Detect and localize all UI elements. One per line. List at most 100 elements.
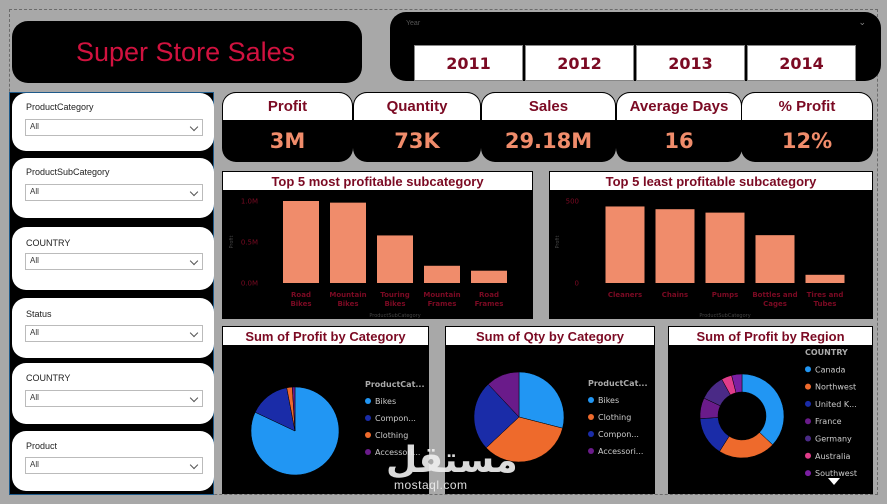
status-dropdown[interactable]: All <box>25 325 203 342</box>
year-button-2014[interactable]: 2014 <box>747 45 856 81</box>
legend-label: United K... <box>815 400 857 409</box>
pie-slice <box>487 371 520 418</box>
country-2-dropdown[interactable]: All <box>25 390 203 407</box>
x-tick-label: Mountain Frames <box>423 291 460 308</box>
legend-label: Clothing <box>598 413 631 422</box>
y-axis-title: Profit <box>555 235 561 248</box>
x-tick-label: Road Frames <box>475 291 504 308</box>
product-dropdown[interactable]: All <box>25 457 203 474</box>
chart-most-profitable: Top 5 most profitable subcategory 0.0M 0.… <box>222 171 533 319</box>
slicer-product-category: ProductCategory All <box>12 93 214 151</box>
legend-label: Northwest <box>815 383 856 392</box>
chart-title: Top 5 least profitable subcategory <box>549 171 873 191</box>
kpi-value: 3M <box>269 129 306 153</box>
legend-scroll-down-icon[interactable] <box>828 478 840 485</box>
page-title: Super Store Sales <box>76 36 296 67</box>
slicer-value: All <box>30 328 39 337</box>
slicer-label: ProductSubCategory <box>26 167 110 177</box>
legend-label: Bikes <box>598 396 619 405</box>
year-slicer-caption: Year <box>406 20 421 27</box>
y-tick-label: 1.0M <box>241 198 258 206</box>
y-tick-label: 0.0M <box>241 280 258 288</box>
x-tick-label: Touring Bikes <box>380 291 409 308</box>
legend-marker <box>805 418 811 425</box>
x-tick-label: Bottles and Cages <box>752 291 797 308</box>
slicer-value: All <box>30 122 39 131</box>
kpi-card-percent-profit: % Profit 12% <box>741 92 873 162</box>
bar <box>330 202 366 283</box>
kpi-card-profit: Profit 3M <box>222 92 353 162</box>
x-axis-title: ProductSubCategory <box>369 313 420 319</box>
chart-title: Top 5 most profitable subcategory <box>222 171 533 191</box>
slicer-value: All <box>30 256 39 265</box>
chart-title: Sum of Profit by Category <box>222 326 429 346</box>
bar-chart-least-profitable: 0 500 Profit Cleaners Chains Pumps Bottles and… <box>555 198 845 319</box>
legend-marker <box>365 432 371 438</box>
chevron-down-icon <box>189 393 199 403</box>
legend-marker <box>805 435 811 442</box>
kpi-label: Sales <box>481 92 616 121</box>
x-tick-label: Mountain Bikes <box>329 291 366 308</box>
kpi-card-average-days: Average Days 16 <box>616 92 742 162</box>
legend-label: France <box>815 417 842 426</box>
year-button-2012[interactable]: 2012 <box>525 45 634 81</box>
slicer-status: Status All <box>12 298 214 358</box>
chart-qty-by-category: Sum of Qty by Category ProductCat... Bike… <box>445 326 655 494</box>
chart-title: Sum of Qty by Category <box>445 326 655 346</box>
kpi-card-sales: Sales 29.18M <box>481 92 616 162</box>
slicer-product: Product All <box>12 431 214 491</box>
slicer-product-subcategory: ProductSubCategory All <box>12 158 214 218</box>
chevron-down-icon[interactable]: ⌄ <box>858 18 866 28</box>
watermark-arabic: مستقل <box>386 440 518 481</box>
x-tick-label: Chains <box>662 291 688 299</box>
legend-marker <box>365 449 371 455</box>
bar <box>424 265 460 283</box>
chevron-down-icon <box>189 256 199 266</box>
bar <box>471 270 507 283</box>
y-tick-label: 0.5M <box>241 239 258 247</box>
chevron-down-icon <box>189 460 199 470</box>
watermark-latin: mostaql.com <box>394 478 468 492</box>
x-tick-label: Tires and Tubes <box>807 291 844 308</box>
title-card: Super Store Sales <box>12 21 362 83</box>
bar <box>283 201 319 283</box>
legend-marker <box>805 383 811 390</box>
product-subcategory-dropdown[interactable]: All <box>25 184 203 201</box>
year-button-2013[interactable]: 2013 <box>636 45 745 81</box>
legend-label: Canada <box>815 365 846 374</box>
legend-marker <box>805 452 811 459</box>
legend-label: Compon... <box>375 414 416 423</box>
year-button-2011[interactable]: 2011 <box>414 45 523 81</box>
country-dropdown[interactable]: All <box>25 253 203 270</box>
pie-slice <box>291 386 296 432</box>
filter-panel: ProductCategory All ProductSubCategory A… <box>9 92 214 495</box>
kpi-value: 16 <box>664 129 694 153</box>
bar <box>805 274 845 283</box>
slicer-label: COUNTRY <box>26 238 71 248</box>
legend-label: Compon... <box>598 430 639 439</box>
product-category-dropdown[interactable]: All <box>25 119 203 136</box>
slicer-country-2: COUNTRY All <box>12 363 214 424</box>
legend-marker <box>588 448 594 454</box>
bar-chart-most-profitable: 0.0M 0.5M 1.0M Profit Road Bikes Mountain Bikes… <box>229 198 507 319</box>
legend-marker <box>588 397 594 403</box>
pie-slice <box>485 416 563 463</box>
x-tick-label: Road Bikes <box>290 291 311 308</box>
legend-marker <box>805 400 811 407</box>
legend-title: COUNTRY <box>805 348 848 357</box>
bar <box>655 209 695 283</box>
legend-title: ProductCat... <box>588 379 648 388</box>
bar <box>605 206 645 283</box>
kpi-label: Average Days <box>616 92 742 121</box>
year-slicer: Year ⌄ 2011 2012 2013 2014 <box>390 12 881 81</box>
legend-marker <box>365 415 371 421</box>
bar <box>755 235 795 283</box>
slicer-label: ProductCategory <box>26 102 94 112</box>
x-axis-title: ProductSubCategory <box>699 313 750 319</box>
slicer-value: All <box>30 460 39 469</box>
slicer-value: All <box>30 187 39 196</box>
legend-label: Accessori... <box>598 447 643 456</box>
kpi-card-quantity: Quantity 73K <box>353 92 481 162</box>
legend-label: Southwest <box>815 469 857 478</box>
legend-marker <box>805 366 811 373</box>
